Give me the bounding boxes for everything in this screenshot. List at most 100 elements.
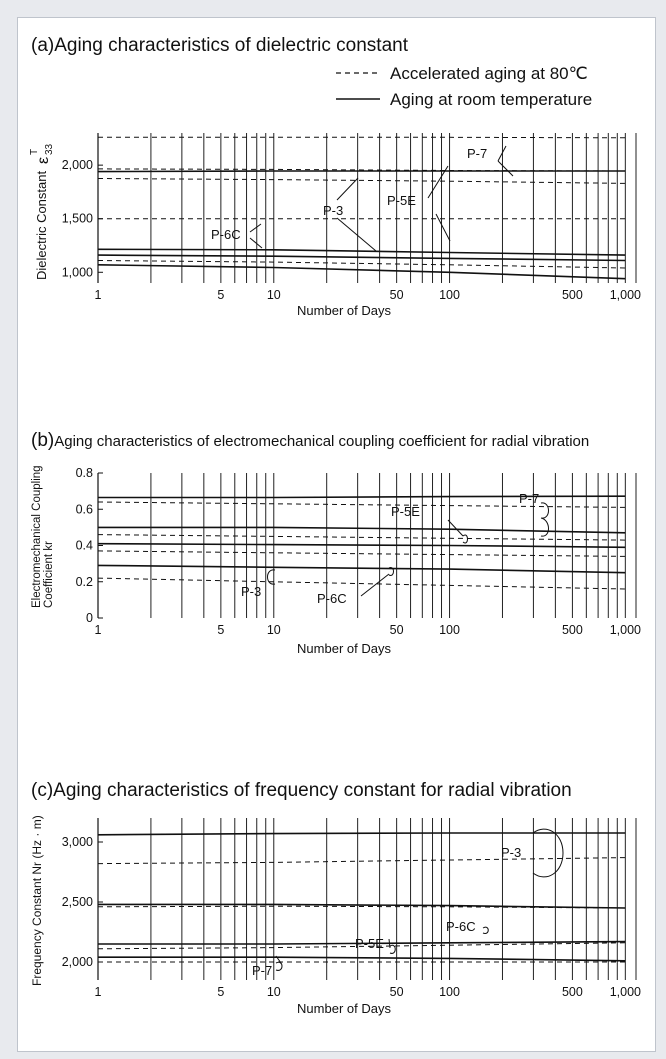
p7-bracket-b bbox=[540, 502, 549, 537]
label-p6c-b: P-6C bbox=[317, 591, 347, 606]
y-tick-label: 0.2 bbox=[76, 575, 93, 589]
series-line-p6c-solid bbox=[97, 542, 626, 549]
series-line-p7-solid bbox=[97, 170, 626, 173]
legend-dashed-label: Accelerated aging at 80℃ bbox=[390, 64, 588, 83]
panel-b-ylabel-line1: Electromechanical Coupling bbox=[31, 465, 43, 608]
panel-b-title-text: Aging characteristics of electromechanic… bbox=[54, 433, 589, 450]
panel-c: (c)Aging characteristics of frequency co… bbox=[30, 780, 641, 1016]
panel-b-plot: 0 0.2 0.4 0.6 0.8 1 5 10 50 100 500 1,000 bbox=[76, 466, 641, 637]
p6c-arrow-a bbox=[249, 223, 262, 233]
p5e-bracket-c bbox=[389, 944, 396, 954]
y-tick-label: 2,000 bbox=[62, 158, 93, 172]
p6c-bracket-b bbox=[388, 567, 394, 576]
x-tick-label: 50 bbox=[390, 288, 404, 302]
vertical-gridlines bbox=[97, 818, 626, 980]
x-tick-label: 1,000 bbox=[610, 985, 641, 999]
panel-b: (b)Aging characteristics of electromecha… bbox=[31, 430, 641, 656]
x-tick-label: 500 bbox=[562, 985, 583, 999]
x-tick-label: 100 bbox=[439, 288, 460, 302]
series-line-p7-dashed bbox=[98, 136, 626, 139]
label-p3-a: P-3 bbox=[323, 203, 343, 218]
series-line-p3-solid bbox=[97, 564, 626, 574]
panel-a-plot: 1,000 1,500 2,000 1 5 10 50 100 500 1,000 bbox=[62, 133, 641, 302]
panel-b-ylabel-line2: Coefficient kr bbox=[43, 541, 55, 608]
p5e-bracket-b bbox=[462, 534, 468, 544]
panel-a-title: (a)Aging characteristics of dielectric c… bbox=[31, 35, 409, 56]
label-p7-b: P-7 bbox=[519, 491, 539, 506]
panel-c-ylabel: Frequency Constant Nr (Hz · m) bbox=[30, 815, 44, 986]
y-tick-label: 1,000 bbox=[62, 265, 93, 279]
series-line-p7-dashed bbox=[97, 501, 626, 508]
figure-page: (a)Aging characteristics of dielectric c… bbox=[17, 17, 656, 1052]
panel-b-ylabel: Electromechanical Coupling Coefficient k… bbox=[31, 465, 55, 608]
series-line-p5e-dashed bbox=[97, 178, 626, 184]
legend: Accelerated aging at 80℃ Aging at room t… bbox=[336, 64, 592, 109]
p5e-arrow-b bbox=[435, 213, 451, 242]
x-tick-label: 5 bbox=[217, 985, 224, 999]
label-p6c-c: P-6C bbox=[446, 919, 476, 934]
panel-a-xlabel: Number of Days bbox=[297, 303, 391, 318]
x-tick-label: 1 bbox=[95, 985, 102, 999]
p7-leader-c bbox=[275, 955, 282, 964]
x-tick-label: 10 bbox=[267, 288, 281, 302]
p3-arrow-a bbox=[336, 177, 359, 201]
panel-b-callouts bbox=[267, 502, 549, 597]
panel-a-callouts bbox=[249, 145, 514, 252]
x-tick-label: 500 bbox=[562, 623, 583, 637]
series-line-p6c-dashed bbox=[97, 550, 626, 557]
panel-a-ylabel-sup: T bbox=[29, 149, 40, 155]
label-p7-c: P-7 bbox=[252, 963, 272, 978]
panel-c-callouts bbox=[275, 828, 564, 971]
x-tick-label: 100 bbox=[439, 623, 460, 637]
panel-a: (a)Aging characteristics of dielectric c… bbox=[29, 35, 641, 318]
label-p7-a: P-7 bbox=[467, 146, 487, 161]
figure-canvas: (a)Aging characteristics of dielectric c… bbox=[29, 35, 641, 1016]
x-tick-label: 10 bbox=[267, 623, 281, 637]
p7-arrow-b bbox=[497, 160, 514, 177]
p6c-arrow-b-panel bbox=[360, 573, 390, 597]
y-tick-label: 2,000 bbox=[62, 955, 93, 969]
panel-c-plot: 2,000 2,500 3,000 1 5 10 50 100 500 1,000 bbox=[62, 818, 641, 999]
x-tick-label: 5 bbox=[217, 623, 224, 637]
vertical-gridlines bbox=[97, 133, 626, 283]
y-tick-label: 0.4 bbox=[76, 539, 93, 553]
y-tick-label: 0.8 bbox=[76, 466, 93, 480]
p5e-leader-c bbox=[388, 938, 391, 949]
panel-c-title: (c)Aging characteristics of frequency co… bbox=[31, 780, 572, 801]
label-p5e-c: P-5E bbox=[355, 936, 384, 951]
label-p5e-b: P-5E bbox=[391, 504, 420, 519]
series-line-p6c-solid bbox=[98, 903, 626, 909]
x-tick-label: 500 bbox=[562, 288, 583, 302]
panel-a-ylabel: Dielectric Constant ε T 33 bbox=[29, 143, 55, 280]
series-line-p5e-dashed bbox=[97, 534, 626, 541]
label-p3-b: P-3 bbox=[241, 584, 261, 599]
legend-solid-label: Aging at room temperature bbox=[390, 90, 592, 109]
y-tick-label: 3,000 bbox=[62, 835, 93, 849]
x-tick-label: 50 bbox=[390, 985, 404, 999]
label-p6c-a: P-6C bbox=[211, 227, 241, 242]
series-line-p7-solid bbox=[98, 495, 626, 499]
y-tick-label: 0 bbox=[86, 611, 93, 625]
series-line-p7-solid bbox=[98, 956, 626, 962]
series-line-p3-dashed bbox=[97, 577, 626, 590]
panel-b-xlabel: Number of Days bbox=[297, 641, 391, 656]
x-tick-label: 1,000 bbox=[610, 288, 641, 302]
panel-a-ylabel-symbol: ε bbox=[35, 157, 52, 164]
panel-c-xlabel: Number of Days bbox=[297, 1001, 391, 1016]
series-line-p5e-dashed bbox=[97, 942, 626, 950]
panel-b-title-prefix: (b) bbox=[31, 430, 54, 451]
series-line-p3-dashed bbox=[97, 260, 626, 269]
series-line-p5e-solid bbox=[97, 254, 626, 262]
panel-a-ylabel-sub: 33 bbox=[44, 143, 55, 155]
series-line-p6c-solid bbox=[97, 248, 626, 256]
series-line-p5e-dashed bbox=[97, 168, 626, 172]
y-tick-label: 1,500 bbox=[62, 212, 93, 226]
p3-bracket-b bbox=[267, 569, 276, 585]
series-line-p6c-dashed bbox=[97, 905, 626, 909]
label-p3-c: P-3 bbox=[501, 845, 521, 860]
panel-a-ylabel-text: Dielectric Constant bbox=[34, 171, 49, 280]
p7-arrow-a bbox=[497, 145, 507, 162]
x-tick-label: 5 bbox=[217, 288, 224, 302]
panel-b-title: (b)Aging characteristics of electromecha… bbox=[31, 430, 589, 451]
x-tick-label: 1 bbox=[95, 288, 102, 302]
